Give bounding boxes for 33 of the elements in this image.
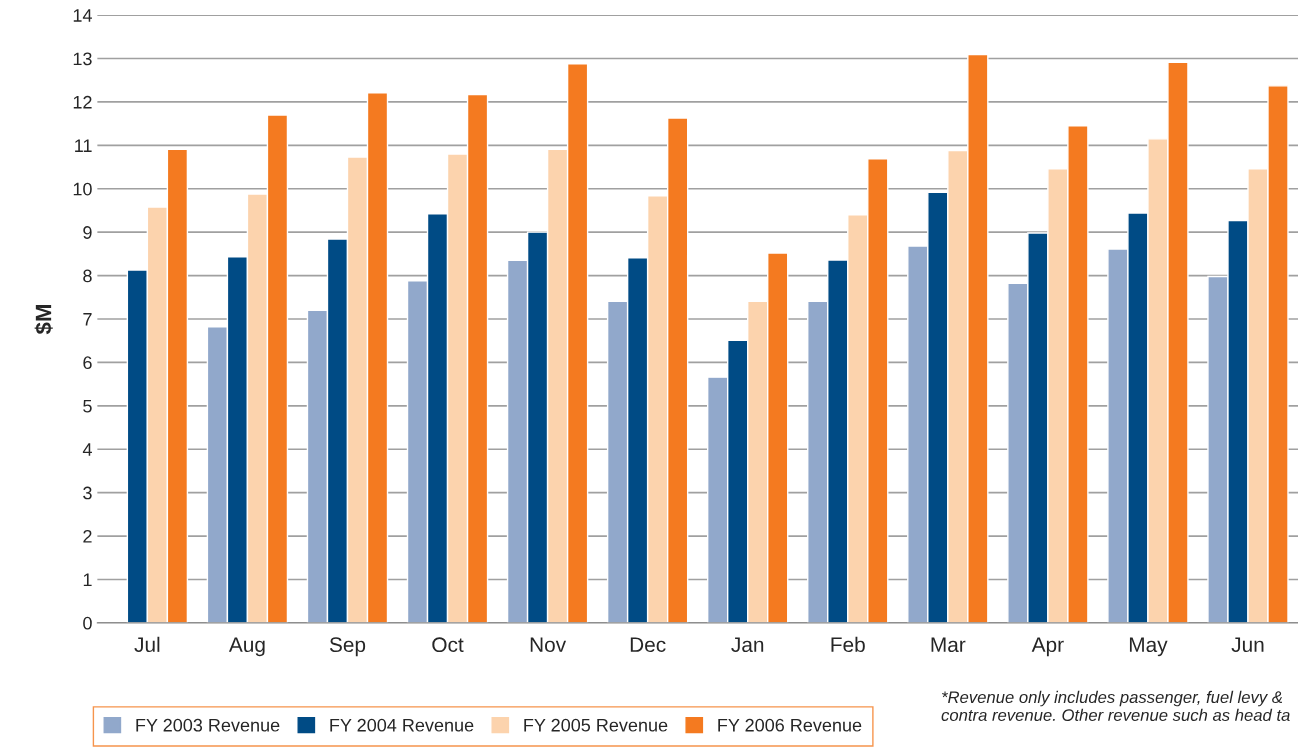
x-tick-label: May <box>1129 637 1168 657</box>
y-tick-label: 6 <box>83 356 92 370</box>
x-tick-label: Oct <box>432 637 464 653</box>
y-tick-label: 1 <box>83 573 92 586</box>
y-tick-label: 10 <box>73 182 92 196</box>
y-tick-label: 5 <box>83 399 92 413</box>
y-tick-label: 0 <box>83 616 92 630</box>
y-tick-label: 13 <box>73 52 92 66</box>
x-tick-label: Dec <box>630 637 666 653</box>
x-tick-label: Jan <box>731 637 764 653</box>
x-tick-label: Feb <box>831 636 865 653</box>
x-tick-label: Sep <box>329 637 366 657</box>
y-tick-label: 7 <box>83 313 92 326</box>
x-tick-label: Mar <box>931 637 966 653</box>
y-tick-label: 4 <box>82 443 92 456</box>
y-tick-label: 3 <box>83 486 92 500</box>
y-tick-label: 2 <box>83 529 92 543</box>
legend-label: FY 2006 Revenue <box>718 718 862 732</box>
text: *Revenue only includes passenger, fuel levy & contra revenue. Other revenue such as head ta <box>941 690 1290 722</box>
x-tick-label: Jun <box>1231 637 1264 653</box>
y-tick-label: 14 <box>73 9 92 22</box>
y-axis-title: $M <box>34 305 53 335</box>
x-tick-label: Apr <box>1031 637 1064 657</box>
y-tick-label: 9 <box>83 226 92 239</box>
legend-label: FY 2004 Revenue <box>330 718 474 732</box>
y-tick-label: 11 <box>75 139 92 152</box>
legend-label: FY 2003 Revenue <box>136 718 280 732</box>
legend-label: FY 2005 Revenue <box>524 718 668 732</box>
y-tick-label: 8 <box>83 269 92 283</box>
x-tick-label: Nov <box>530 637 567 653</box>
x-tick-label: Jul <box>134 636 160 653</box>
x-tick-label: Aug <box>228 637 265 657</box>
y-tick-label: 12 <box>73 95 92 109</box>
